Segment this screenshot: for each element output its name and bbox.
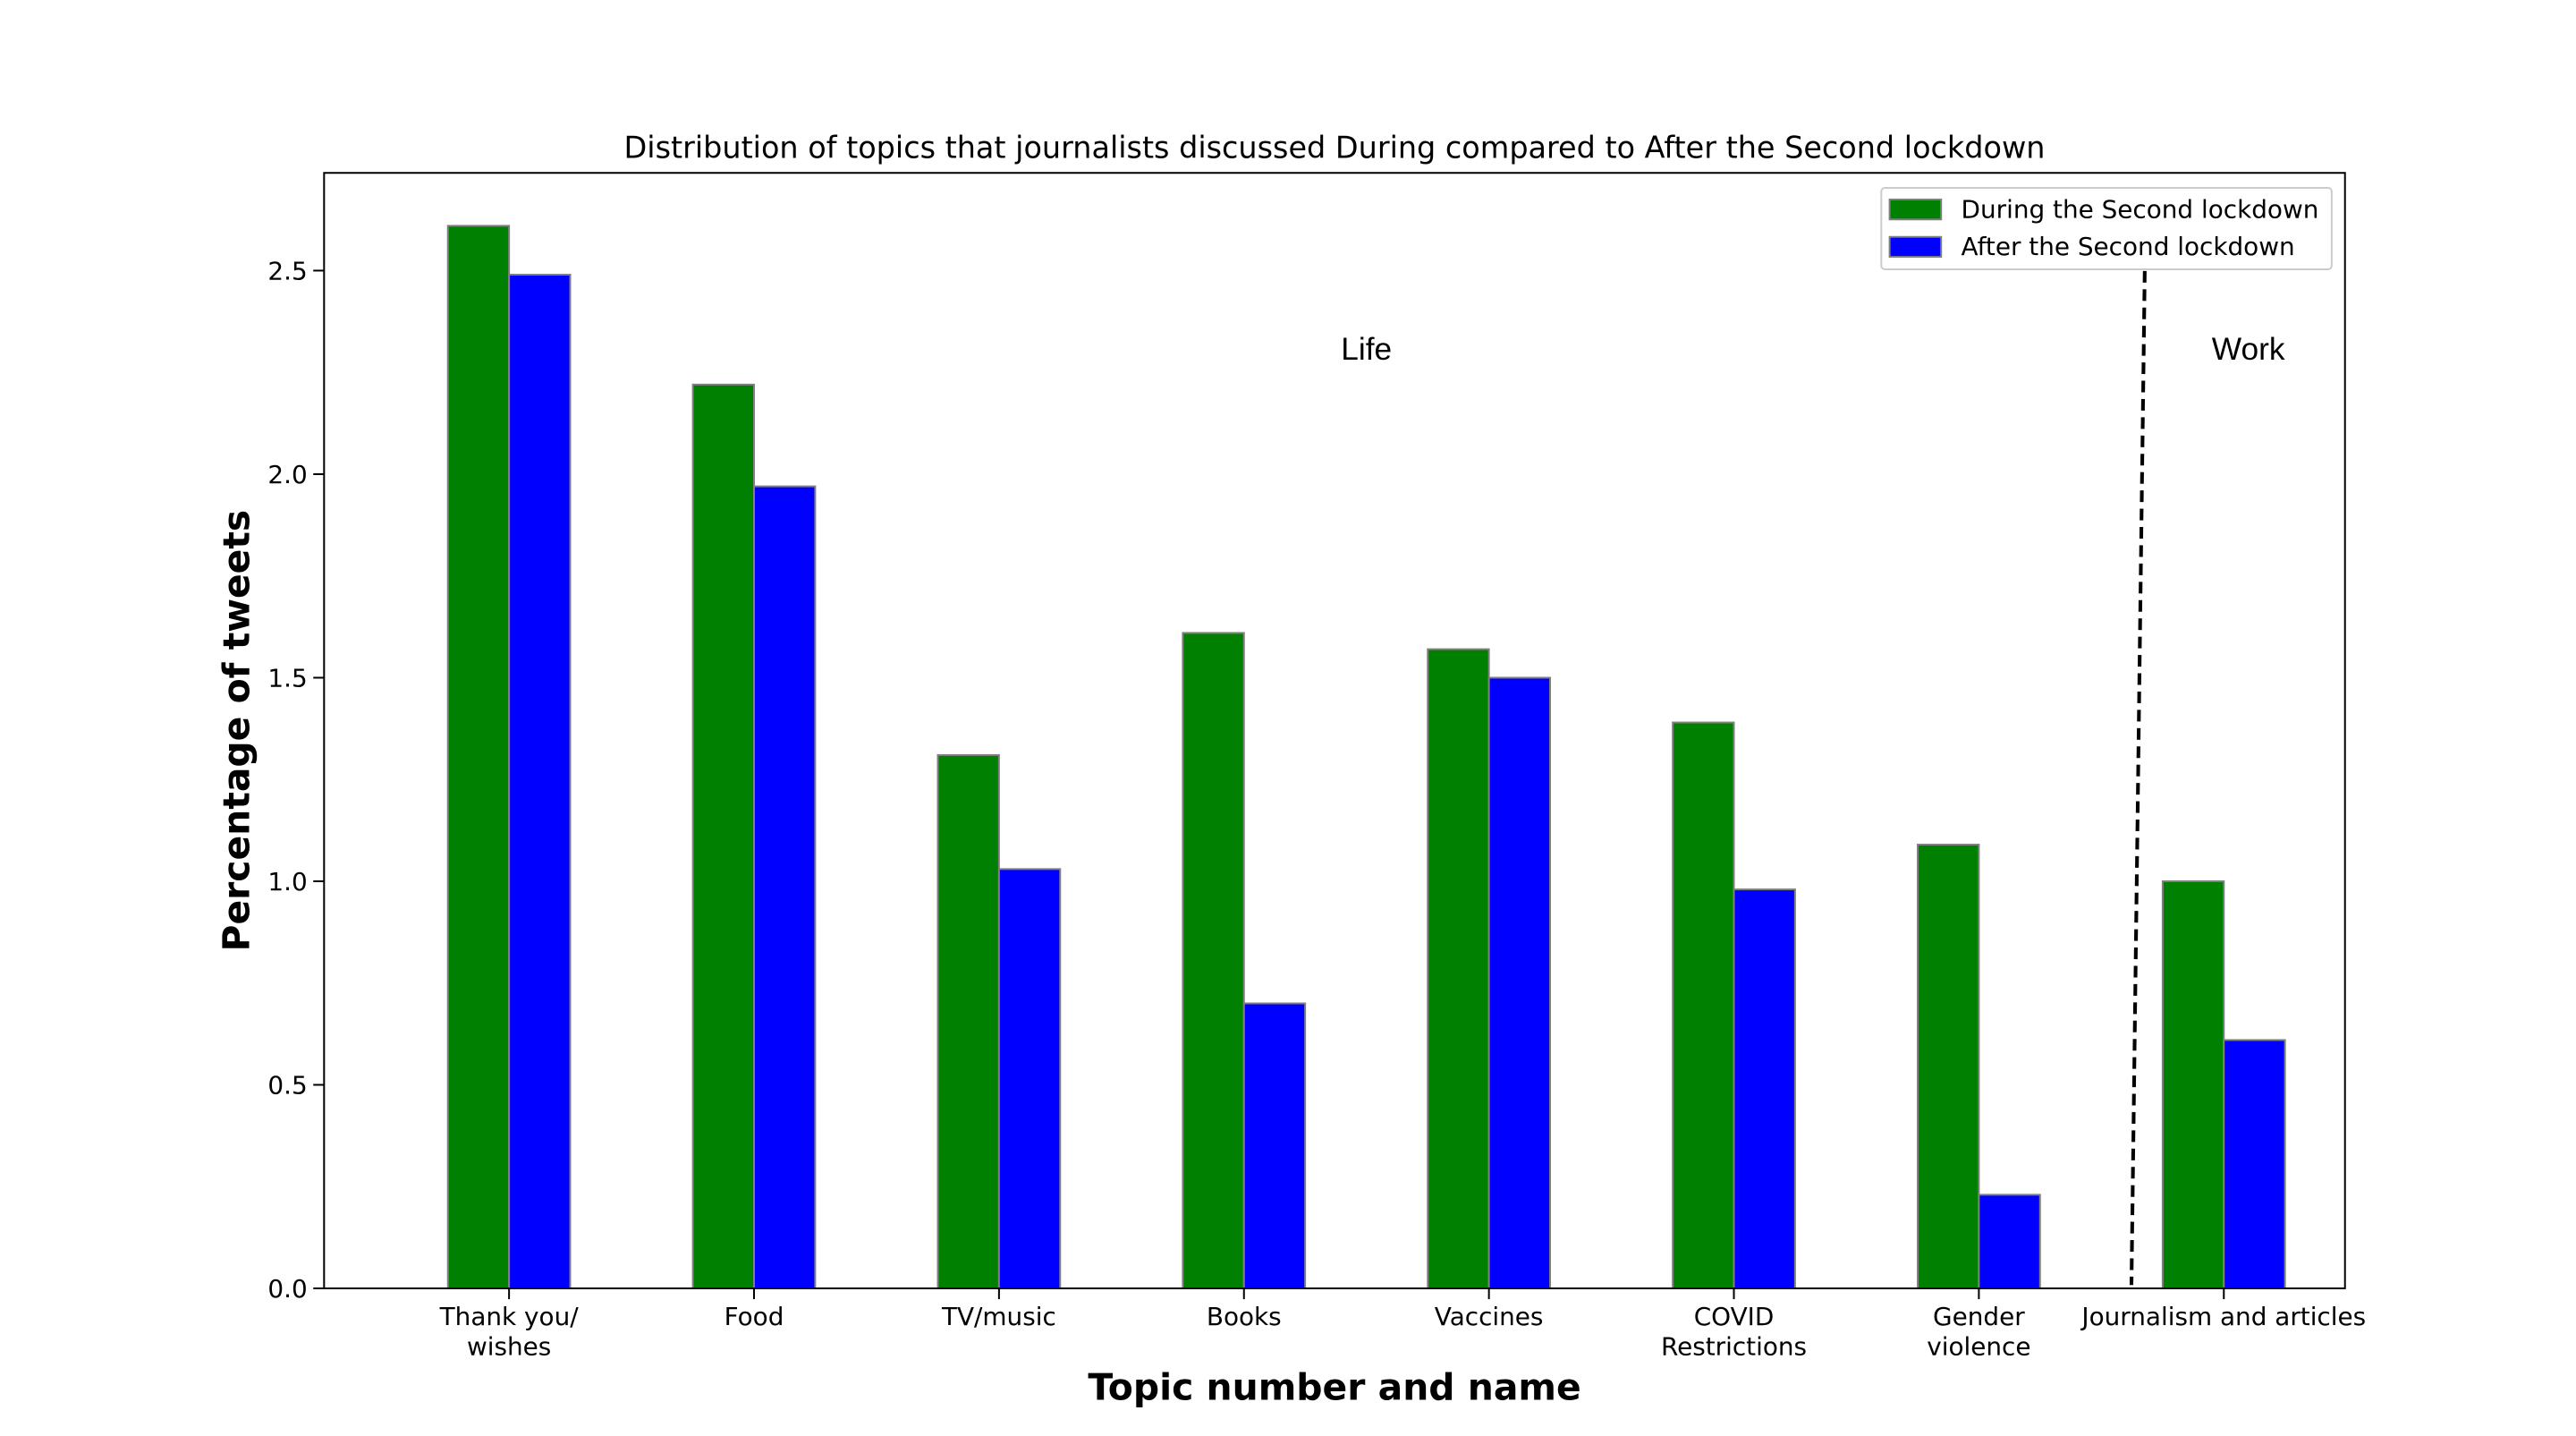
x-tick-label: Books	[1207, 1302, 1282, 1331]
x-tick-label: Food	[724, 1302, 784, 1331]
y-tick-label: 1.5	[267, 664, 307, 693]
x-tick-label: Vaccines	[1435, 1302, 1544, 1331]
y-tick-label: 0.0	[267, 1274, 307, 1304]
legend-box	[1880, 186, 2333, 271]
bar-during-3	[1182, 632, 1245, 1289]
bar-during-4	[1427, 648, 1490, 1289]
bar-after-2	[997, 868, 1062, 1289]
x-tick-label: TV/music	[941, 1302, 1056, 1331]
bar-during-5	[1672, 721, 1735, 1289]
legend-swatch-after	[1888, 235, 1943, 259]
y-tick-label: 1.0	[267, 867, 307, 896]
y-tick-label: 2.0	[267, 460, 307, 489]
chart-title: Distribution of topics that journalists …	[624, 131, 2046, 166]
y-axis-label: Percentage of tweets	[216, 510, 258, 952]
bar-during-6	[1917, 844, 1980, 1290]
bar-during-0	[446, 225, 511, 1290]
plot-frame	[323, 172, 2346, 1289]
annotation-life: Life	[1341, 332, 1392, 367]
legend-label-after: After the Second lockdown	[1962, 232, 2295, 261]
legend-label-during: During the Second lockdown	[1962, 194, 2319, 224]
x-axis-label: Topic number and name	[1088, 1365, 1580, 1408]
bar-after-1	[753, 485, 817, 1289]
x-tick-label: Thank you/	[439, 1302, 580, 1331]
bar-after-5	[1733, 888, 1796, 1289]
x-tick-label: violence	[1927, 1331, 2030, 1361]
x-tick-label: COVID	[1694, 1302, 1775, 1331]
life-work-divider	[2129, 270, 2147, 1286]
bar-during-1	[691, 383, 756, 1289]
bar-after-0	[508, 273, 572, 1290]
bar-during-2	[936, 753, 1000, 1289]
x-tick-label: Restrictions	[1661, 1331, 1807, 1361]
bar-after-4	[1487, 676, 1552, 1289]
bar-after-7	[2223, 1039, 2286, 1290]
y-tick-label: 2.5	[267, 257, 307, 286]
x-tick-label: Journalism and articles	[2080, 1302, 2366, 1331]
legend-swatch-during	[1888, 198, 1943, 221]
bar-after-3	[1242, 1002, 1307, 1290]
bar-during-7	[2161, 879, 2225, 1290]
y-tick-label: 0.5	[267, 1071, 307, 1100]
x-tick-label: wishes	[467, 1331, 551, 1361]
annotation-work: Work	[2212, 332, 2285, 367]
x-tick-label: Gender	[1933, 1302, 2025, 1331]
bar-after-6	[1978, 1194, 2041, 1289]
